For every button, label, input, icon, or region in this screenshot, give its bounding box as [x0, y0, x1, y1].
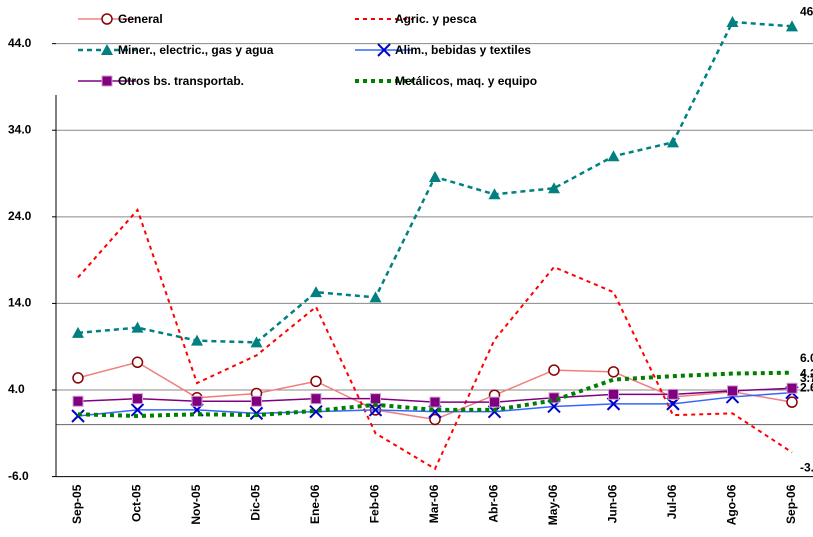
legend-item: Metálicos, maq. y equipo	[355, 74, 537, 88]
marker	[250, 336, 263, 348]
legend-item: Agric. y pesca	[355, 12, 477, 26]
legend-marker	[101, 44, 113, 55]
legend-label: Otros bs. transportab.	[118, 74, 244, 88]
marker	[727, 385, 738, 397]
marker	[666, 397, 680, 411]
marker	[368, 403, 383, 417]
x-tick-label: May-06	[546, 484, 560, 525]
legend-item: Alim., bebidas y textiles	[355, 43, 531, 57]
legend-item: Otros bs. transportab.	[78, 74, 244, 88]
series-line	[77, 370, 793, 418]
data-label: 2.6	[800, 380, 813, 394]
series-line	[77, 20, 793, 344]
marker	[667, 388, 679, 400]
marker	[369, 291, 382, 303]
marker	[72, 326, 84, 338]
y-tick-label: -6.0	[8, 469, 29, 483]
y-tick-label: 24.0	[8, 209, 32, 223]
marker	[786, 20, 798, 32]
marker	[607, 150, 620, 162]
series: -3.2	[77, 207, 813, 475]
marker	[488, 188, 501, 200]
marker	[726, 15, 739, 27]
series: 3.7	[71, 371, 813, 423]
marker	[667, 136, 679, 148]
legend-item: General	[78, 12, 163, 26]
x-tick-label: Nov-05	[189, 484, 203, 524]
marker	[132, 393, 143, 405]
legend-label: General	[118, 12, 163, 26]
x-tick-label: Oct-05	[130, 484, 144, 522]
x-tick-label: Sep-05	[70, 484, 84, 524]
legend-label: Agric. y pesca	[395, 12, 477, 26]
series: 4.2	[72, 366, 813, 408]
legend-label: Metálicos, maq. y equipo	[395, 74, 537, 88]
marker	[310, 393, 322, 405]
x-tick-label: Ene-06	[308, 484, 322, 524]
data-label: 46.0	[800, 4, 813, 18]
marker	[191, 334, 203, 346]
marker	[251, 395, 262, 407]
marker	[72, 372, 84, 384]
series-line	[77, 207, 793, 471]
marker	[130, 403, 145, 417]
marker	[370, 393, 381, 405]
marker	[310, 286, 322, 298]
x-tick-label: Jun-06	[606, 484, 620, 523]
marker	[131, 321, 144, 333]
data-label: 3.7	[800, 371, 813, 385]
data-label: 4.2	[800, 366, 813, 380]
marker	[489, 396, 500, 408]
x-tick-label: Feb-06	[368, 484, 382, 523]
y-tick-label: 4.0	[8, 382, 25, 396]
marker	[429, 170, 441, 182]
marker	[548, 364, 560, 376]
series: 46.0	[72, 4, 813, 348]
x-tick-label: Ago-06	[725, 484, 739, 525]
x-tick-label: Mar-06	[427, 484, 441, 523]
data-label: -3.2	[800, 461, 813, 475]
x-tick-label: Dic-05	[249, 484, 263, 520]
x-tick-label: Abr-06	[487, 484, 501, 522]
legend-item: Miner., electric., gas y agua	[78, 43, 274, 57]
y-tick-label: 34.0	[8, 122, 32, 136]
legend-label: Miner., electric., gas y agua	[118, 43, 274, 57]
series: 6.0	[77, 351, 813, 418]
marker	[786, 396, 798, 408]
legend-marker	[101, 75, 113, 87]
y-tick-label: 44.0	[8, 36, 32, 50]
marker	[786, 382, 798, 394]
y-tick-label: 14.0	[8, 296, 32, 310]
x-tick-label: Jul-06	[665, 484, 679, 519]
marker	[310, 375, 322, 388]
legend-marker	[377, 43, 391, 57]
marker	[309, 404, 323, 419]
data-label: 6.0	[800, 351, 813, 365]
marker	[608, 388, 619, 400]
marker	[607, 366, 620, 378]
marker	[429, 396, 441, 408]
marker	[191, 395, 203, 407]
legend-marker	[101, 13, 113, 25]
x-tick-label: Sep-06	[784, 484, 798, 524]
marker	[548, 182, 560, 194]
legend-label: Alim., bebidas y textiles	[395, 43, 531, 57]
marker	[131, 356, 144, 369]
marker	[429, 413, 441, 426]
marker	[72, 395, 84, 407]
marker	[606, 397, 621, 411]
